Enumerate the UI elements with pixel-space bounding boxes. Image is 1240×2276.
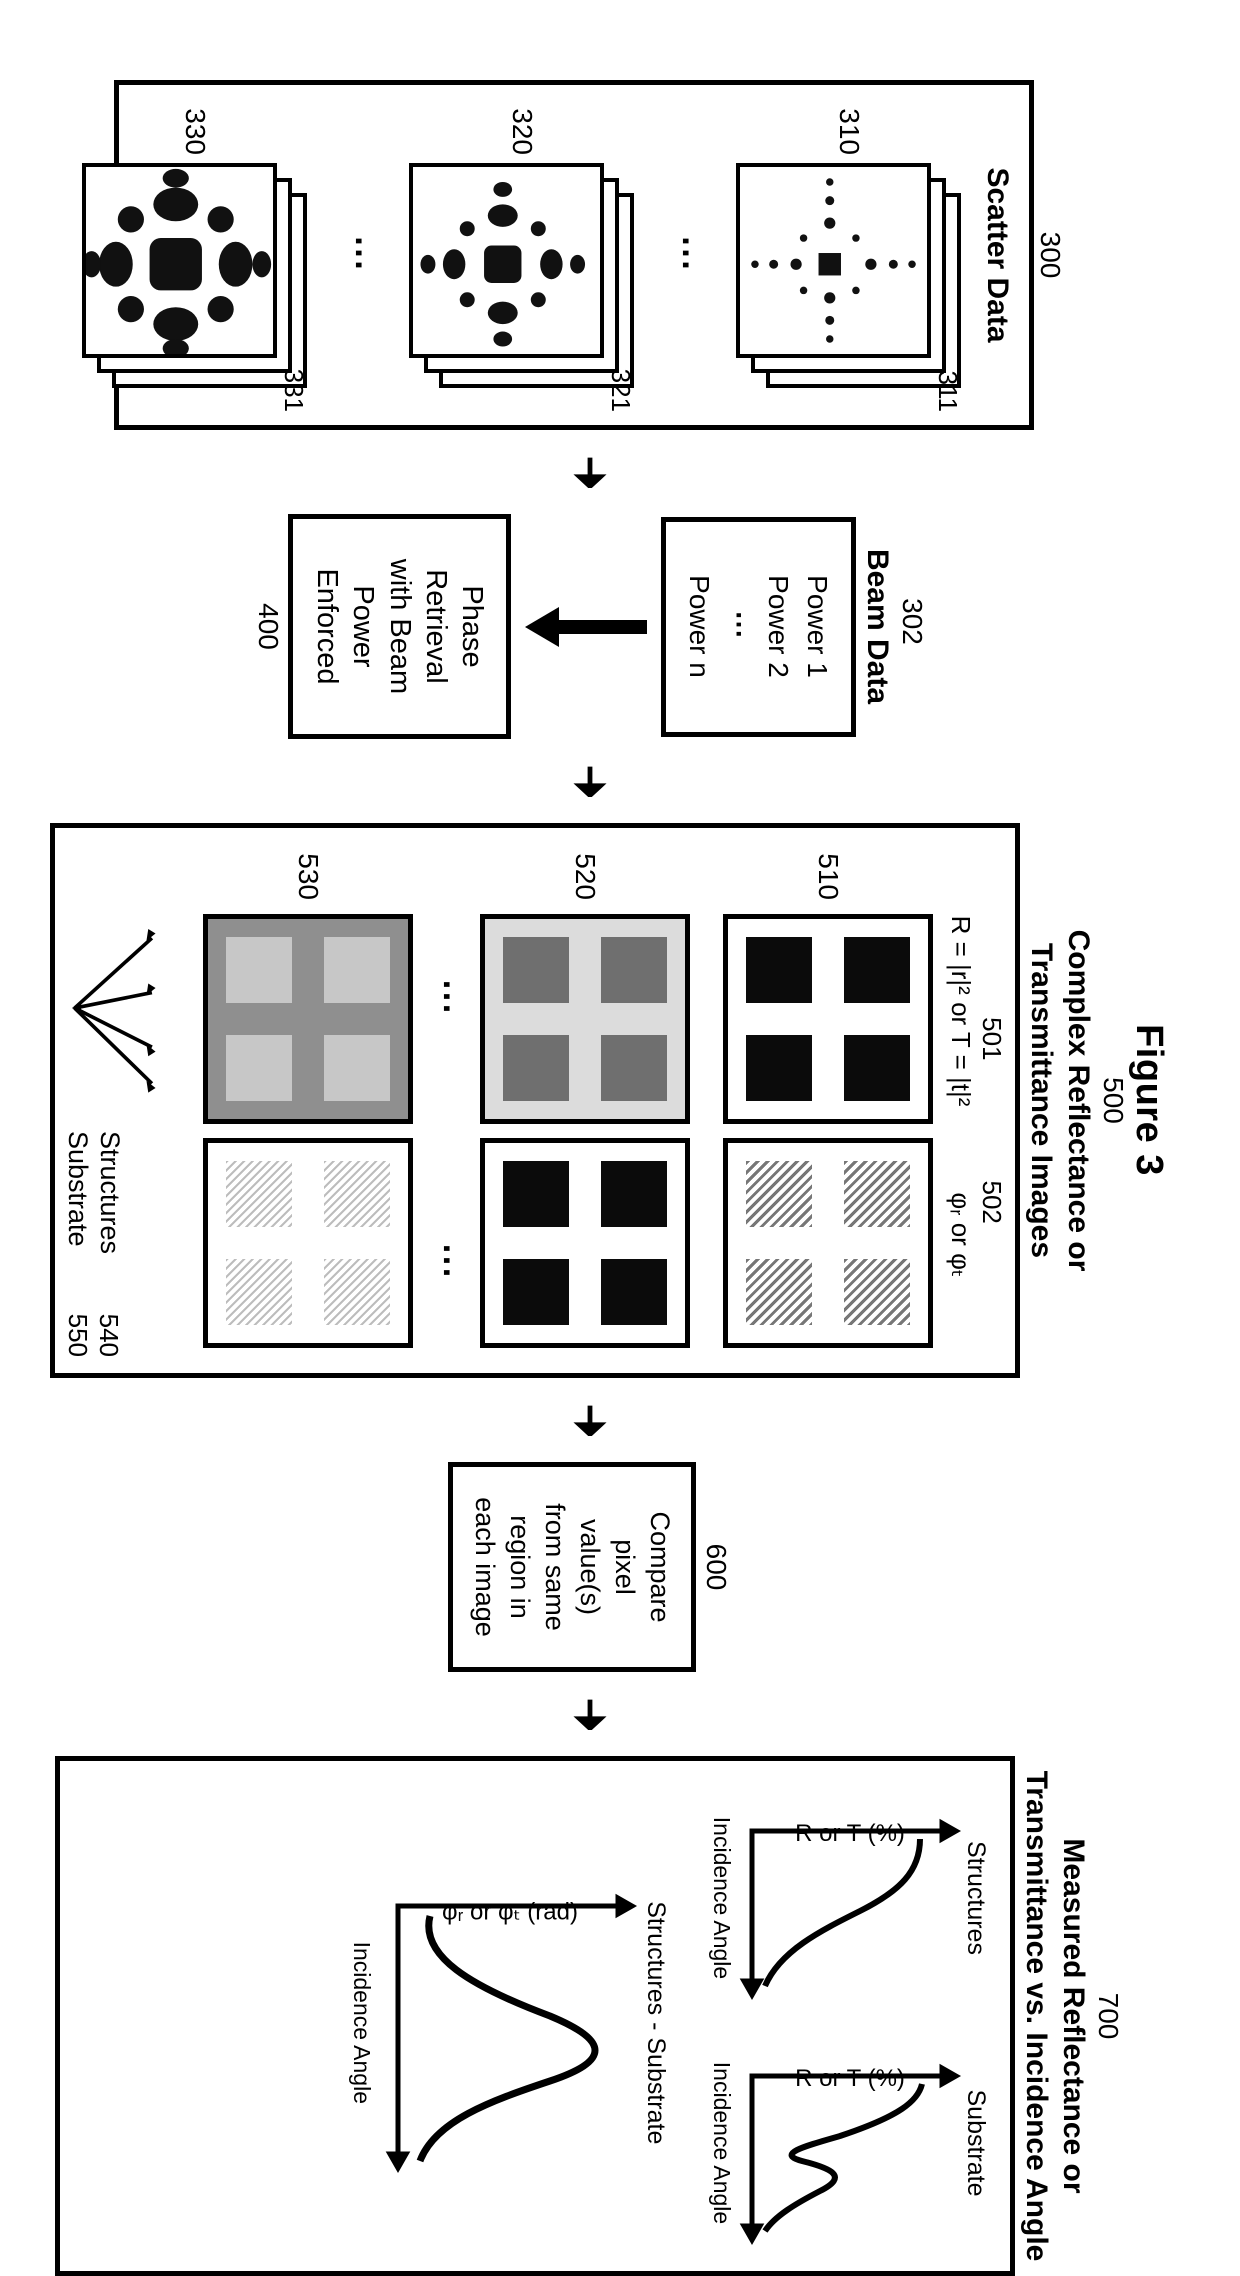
beam-phase-column: 302 Beam Data Power 1 Power 2 ⋯ Power n … (75, 514, 1105, 739)
beam-item-dots: ⋯ (719, 534, 758, 720)
arrow-complex-to-compare (565, 1404, 615, 1436)
compare-l2: pixel (607, 1477, 642, 1657)
compare-l1: Compare (642, 1477, 677, 1657)
arrow-scatter-to-phase (565, 456, 615, 488)
compare-l6: each image (467, 1477, 502, 1657)
compare-l3: value(s) (572, 1477, 607, 1657)
pipeline-row: 300 Scatter Data 310 (75, 80, 1105, 2120)
arrow-compare-to-measured (565, 1698, 615, 1730)
complex-row3-ref: 530 (292, 840, 324, 900)
compare-panel: Compare pixel value(s) from same region … (448, 1462, 697, 1672)
plot-structures: Structures R or T (%) Incidence Angle (711, 1781, 991, 2006)
phase-l2: Retrieval (418, 529, 454, 724)
beam-panel: Power 1 Power 2 ⋯ Power n (661, 517, 856, 737)
tile-530-left (203, 914, 413, 1124)
tile-530-right (203, 1138, 413, 1348)
arrow-phase-to-complex (565, 765, 615, 797)
complex-col1-header: R = |r|² or T = |t|² (946, 906, 977, 1116)
complex-row-1: 510 (711, 840, 946, 1361)
scatter-row-1: 310 (727, 97, 972, 413)
figure-title: Figure 3 (1127, 80, 1170, 2120)
phase-panel: Phase Retrieval with Beam Power Enforced (288, 514, 511, 739)
beam-ref: 302 (896, 598, 928, 645)
phase-ref: 400 (252, 603, 284, 650)
substrate-label: Substrate (62, 1131, 94, 1254)
scatter-stack-2: 321 (410, 163, 635, 388)
complex-row1-ref: 510 (812, 840, 844, 900)
compare-column: 600 Compare pixel value(s) from same reg… (448, 1462, 733, 1672)
scatter-panel: Scatter Data 310 (114, 80, 1034, 430)
scatter-row1-left-ref: 310 (833, 97, 865, 155)
beam-title: Beam Data (860, 549, 894, 704)
vdots-1: ⋯ (667, 97, 709, 413)
tile-520-left (480, 914, 690, 1124)
scatter-column: 300 Scatter Data 310 (114, 80, 1066, 430)
structures-label: Structures (94, 1131, 126, 1254)
plot-substrate: Substrate R or T (%) Incidence Angle (711, 2026, 991, 2251)
complex-row-3: 530 (191, 840, 426, 1361)
arrow-beam-to-phase (521, 601, 651, 653)
beam-item-n: Power n (680, 534, 719, 720)
tile-520-right (480, 1138, 690, 1348)
compare-l5: region in (502, 1477, 537, 1657)
phase-l1: Phase (454, 529, 490, 724)
complex-panel: 501 502 R = |r|² or T = |t|² φᵣ or φₜ 51… (51, 823, 1021, 1378)
scatter-row-2: 320 (400, 97, 645, 413)
complex-col1-ref: 501 (977, 1017, 1008, 1060)
scatter-ref: 300 (1034, 232, 1066, 279)
scatter-title: Scatter Data (980, 97, 1015, 413)
scatter-stack-1: 311 (737, 163, 962, 388)
measured-title-1: Measured Reflectance or (1056, 1838, 1091, 2193)
complex-col2-header: φᵣ or φₜ (946, 1130, 977, 1340)
complex-column: 500 Complex Reflectance or Transmittance… (51, 823, 1130, 1378)
ref-540: 540 (93, 1314, 124, 1357)
complex-vdots: ⋯ ⋯ (428, 900, 470, 1361)
beam-item-1: Power 1 (798, 534, 837, 720)
scatter-row2-left-ref: 320 (506, 97, 538, 155)
complex-grid: 510 520 (191, 840, 946, 1361)
tile-510-right (723, 1138, 933, 1348)
scatter-stack-3: 331 (83, 163, 308, 388)
phase-l5: Enforced (309, 529, 345, 724)
beam-item-2: Power 2 (759, 534, 798, 720)
scatter-row3-left-ref: 330 (179, 97, 211, 155)
measured-title-2: Transmittance vs. Incidence Angle (1019, 1771, 1054, 2262)
compare-ref: 600 (700, 1544, 732, 1591)
compare-l4: from same (537, 1477, 572, 1657)
scatter-row2-right-ref: 321 (606, 369, 637, 412)
figure-3-stage: Figure 3 300 Scatter Data 310 (0, 0, 1240, 2200)
complex-row2-ref: 520 (569, 840, 601, 900)
complex-ref: 500 (1098, 1077, 1130, 1124)
ref-550: 550 (62, 1314, 93, 1357)
phase-l3: with Beam (382, 529, 418, 724)
structures-arrows (62, 896, 162, 1121)
measured-ref: 700 (1093, 1993, 1125, 2040)
measured-column: 700 Measured Reflectance or Transmittanc… (56, 1756, 1125, 2276)
vdots-2: ⋯ (340, 97, 382, 413)
measured-panel: Structures R or T (%) Incidence Angle (56, 1756, 1016, 2276)
scatter-row-3: 330 (73, 97, 318, 413)
scatter-row1-right-ref: 311 (933, 371, 964, 412)
phase-l4: Power (345, 529, 381, 724)
scatter-row3-right-ref: 331 (279, 369, 310, 412)
complex-col2-ref: 502 (977, 1181, 1008, 1224)
complex-title-1: Complex Reflectance or (1061, 930, 1096, 1272)
complex-row-2: 520 (468, 840, 703, 1361)
tile-510-left (723, 914, 933, 1124)
plot-diff: Structures - Substrate φᵣ or φₜ (rad) In… (351, 1846, 671, 2186)
complex-title-2: Transmittance Images (1024, 943, 1059, 1258)
